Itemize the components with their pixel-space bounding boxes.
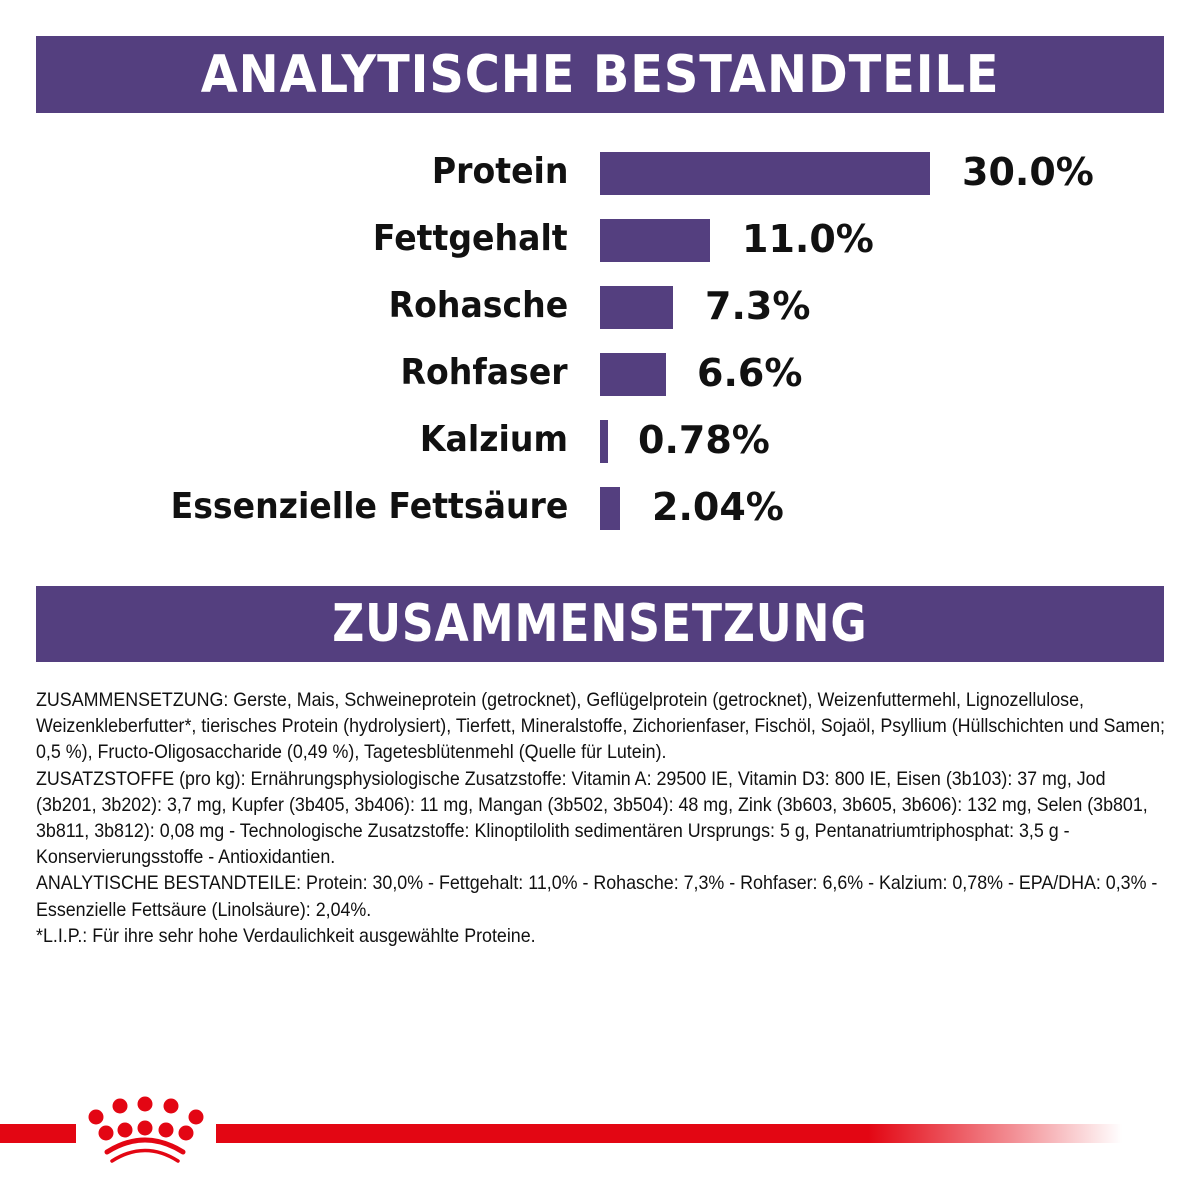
page-title: ANALYTISCHE BESTANDTEILE [200, 44, 1000, 105]
row-value: 30.0% [962, 150, 1094, 194]
composition-banner: ZUSAMMENSETZUNG [36, 586, 1164, 662]
row-bar [600, 420, 608, 463]
row-label: Rohfaser [400, 352, 568, 393]
row-bar [600, 487, 620, 530]
row-label: Essenzielle Fettsäure [170, 486, 568, 527]
row-label: Fettgehalt [373, 218, 568, 259]
brand-logo [0, 1090, 1200, 1170]
chart-row-protein: Protein 30.0% [0, 150, 1200, 195]
crown-icon [88, 1096, 204, 1163]
footnote-paragraph: *L.I.P.: Für ihre sehr hohe Verdaulichke… [36, 925, 536, 947]
chart-row-essenzielle-fettsaeure: Essenzielle Fettsäure 2.04% [0, 485, 1200, 530]
composition-paragraph: ZUSAMMENSETZUNG: Gerste, Mais, Schweinep… [36, 690, 1165, 764]
row-value: 7.3% [705, 284, 811, 328]
logo-bar-left [0, 1124, 76, 1143]
logo-bar-right [216, 1124, 1122, 1143]
row-label: Rohasche [388, 285, 568, 326]
section-title: ZUSAMMENSETZUNG [332, 594, 868, 654]
header-banner: ANALYTISCHE BESTANDTEILE [36, 36, 1164, 113]
chart-row-rohasche: Rohasche 7.3% [0, 284, 1200, 329]
analytical-paragraph: ANALYTISCHE BESTANDTEILE: Protein: 30,0%… [36, 873, 1158, 921]
row-value: 6.6% [697, 351, 803, 395]
row-label: Kalzium [419, 419, 568, 460]
row-label: Protein [431, 151, 568, 192]
row-bar [600, 353, 666, 396]
row-value: 2.04% [652, 485, 784, 529]
chart-row-fettgehalt: Fettgehalt 11.0% [0, 217, 1200, 262]
chart-row-kalzium: Kalzium 0.78% [0, 418, 1200, 463]
additives-paragraph: ZUSATZSTOFFE (pro kg): Ernährungsphysiol… [36, 768, 1148, 869]
row-bar [600, 152, 930, 195]
row-value: 0.78% [638, 418, 770, 462]
row-bar [600, 286, 673, 329]
composition-text: ZUSAMMENSETZUNG: Gerste, Mais, Schweinep… [36, 688, 1166, 950]
row-bar [600, 219, 710, 262]
chart-row-rohfaser: Rohfaser 6.6% [0, 351, 1200, 396]
row-value: 11.0% [742, 217, 874, 261]
